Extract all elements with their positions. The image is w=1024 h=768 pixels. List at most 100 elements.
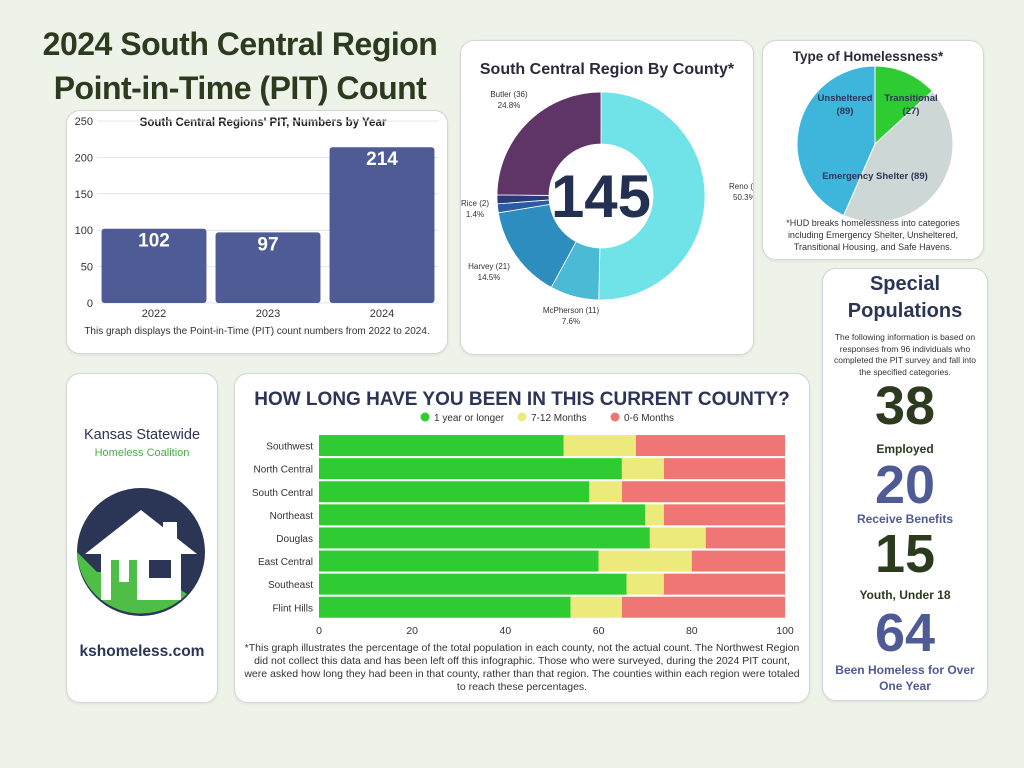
- county-chart-title: South Central Region By County*: [480, 61, 735, 78]
- x-tick-label: 40: [500, 625, 512, 637]
- segment-douglas-7-12-months: [649, 527, 706, 549]
- segment-southeast-1-year-or-longer: [319, 573, 627, 595]
- stat-employed-value: 38: [874, 376, 936, 436]
- house-logo: [77, 488, 205, 616]
- special-title-line1: Special: [869, 273, 941, 295]
- pit-by-year-caption: This graph displays the Point-in-Time (P…: [84, 326, 430, 337]
- type-pie-chart: Type of Homelessness* Transitional (27) Un…: [793, 49, 954, 223]
- row-label: Southeast: [268, 580, 313, 591]
- segment-east-central-1-year-or-longer: [319, 550, 599, 572]
- segment-north-central-7-12-months: [621, 458, 664, 480]
- row-label: South Central: [252, 488, 313, 499]
- pit-by-year-card: South Central Regions' PIT, Numbers by Y…: [66, 110, 448, 354]
- y-tick-label: 100: [75, 225, 93, 237]
- segment-south-central-7-12-months: [589, 481, 622, 503]
- segment-flint-hills-7-12-months: [570, 596, 622, 618]
- bar-value-label: 97: [257, 234, 278, 255]
- segment-south-central-0-6-months: [621, 481, 785, 503]
- slice-label: Rice (2): [461, 199, 489, 208]
- stat-youth-label: Youth, Under 18: [859, 588, 951, 602]
- segment-southwest-0-6-months: [635, 435, 785, 457]
- county-duration-card: HOW LONG HAVE YOU BEEN IN THIS CURRENT C…: [234, 373, 810, 703]
- segment-southwest-7-12-months: [563, 435, 636, 457]
- y-tick-label: 0: [87, 298, 93, 310]
- page-title: 2024 South Central Region Point-in-Time …: [20, 22, 460, 110]
- segment-southeast-0-6-months: [663, 573, 785, 595]
- segment-douglas-1-year-or-longer: [319, 527, 650, 549]
- row-label: Northeast: [270, 511, 314, 522]
- segment-southeast-7-12-months: [626, 573, 664, 595]
- page-title-line1: 2024 South Central Region: [42, 26, 438, 62]
- special-title-line2: Populations: [847, 300, 963, 322]
- slice-label: Harvey (21): [468, 262, 510, 271]
- slice-unsheltered: [796, 65, 876, 217]
- bar-2024: [329, 147, 435, 303]
- slice-butler: [496, 91, 602, 196]
- county-total: 145: [551, 163, 651, 230]
- bar-value-label: 102: [138, 231, 170, 252]
- slice-percent-label: 7.6%: [562, 317, 580, 326]
- slice-emergency-shelter: [842, 90, 954, 223]
- county-duration-title: HOW LONG HAVE YOU BEEN IN THIS CURRENT C…: [254, 389, 790, 410]
- slice-label: McPherson (11): [543, 306, 600, 315]
- slice-label: Reno (73): [729, 182, 753, 191]
- special-description: The following information is based on re…: [833, 332, 977, 377]
- special-title: Special Populations: [823, 271, 987, 325]
- row-label: North Central: [254, 465, 313, 476]
- slice-label: Transitional: [884, 93, 937, 104]
- county-donut-chart: South Central Region By County* Reno (73…: [461, 61, 753, 326]
- segment-east-central-7-12-months: [598, 550, 692, 572]
- stat-over-one-year-value: 64: [874, 603, 936, 663]
- slice-transitional: [874, 65, 934, 146]
- slice-reno: [598, 91, 706, 301]
- segment-flint-hills-0-6-months: [621, 596, 785, 618]
- slice-percent-label: 24.8%: [498, 101, 521, 110]
- segment-southwest-1-year-or-longer: [319, 435, 564, 457]
- slice-percent-label: 1.4%: [466, 210, 484, 219]
- type-note: *HUD breaks homelessness into categories…: [786, 218, 960, 252]
- slice-label: Unsheltered: [818, 93, 873, 104]
- county-duration-chart: HOW LONG HAVE YOU BEEN IN THIS CURRENT C…: [252, 389, 794, 637]
- x-tick-label: 100: [776, 625, 794, 637]
- slice-percent-label: 50.3%: [733, 193, 753, 202]
- type-card: Type of Homelessness* Transitional (27) Un…: [762, 40, 984, 260]
- x-tick-label: 2023: [256, 308, 280, 320]
- row-label: East Central: [258, 557, 313, 568]
- x-tick-label: 2024: [370, 308, 394, 320]
- slice-percent-label: 14.5%: [478, 273, 501, 282]
- pit-by-year-chart: South Central Regions' PIT, Numbers by Y…: [75, 116, 439, 320]
- bar-value-label: 214: [366, 149, 398, 170]
- pit-by-year-title: South Central Regions' PIT, Numbers by Y…: [140, 117, 387, 129]
- slice-label: Butler (36): [490, 90, 528, 99]
- segment-flint-hills-1-year-or-longer: [319, 596, 571, 618]
- county-duration-caption: *This graph illustrates the percentage o…: [244, 642, 800, 693]
- stat-benefits-label: Receive Benefits: [856, 512, 954, 526]
- row-label: Flint Hills: [272, 603, 313, 614]
- bar-2022: [101, 228, 207, 303]
- county-card: South Central Region By County* Reno (73…: [460, 40, 754, 355]
- legend-label: 7-12 Months: [531, 413, 587, 424]
- special-populations-card: Special Populations The following inform…: [822, 268, 988, 701]
- legend-swatch-1-year-or-longer: [420, 412, 430, 422]
- logo-card: Kansas Statewide Homeless Coalition ksho…: [66, 373, 218, 703]
- x-tick-label: 0: [316, 625, 322, 637]
- stat-employed-label: Employed: [876, 442, 934, 456]
- row-label: Southwest: [266, 442, 313, 453]
- stat-benefits-value: 20: [874, 455, 936, 515]
- segment-northeast-1-year-or-longer: [319, 504, 646, 526]
- logo-line1: Kansas Statewide: [83, 427, 201, 443]
- slice-label: Emergency Shelter (89): [822, 171, 928, 182]
- x-tick-label: 60: [593, 625, 605, 637]
- slice-count-label: (27): [903, 106, 920, 117]
- logo-line2: Homeless Coalition: [94, 447, 190, 459]
- type-chart-title: Type of Homelessness*: [793, 49, 944, 64]
- row-label: Douglas: [276, 534, 313, 545]
- legend-label: 1 year or longer: [434, 413, 505, 424]
- x-tick-label: 2022: [142, 308, 166, 320]
- x-tick-label: 80: [686, 625, 698, 637]
- website-link[interactable]: kshomeless.com: [79, 643, 205, 660]
- segment-northeast-7-12-months: [645, 504, 664, 526]
- slice-count-label: (89): [837, 106, 854, 117]
- page-title-line2: Point-in-Time (PIT) Count: [53, 70, 427, 106]
- y-tick-label: 150: [75, 189, 93, 201]
